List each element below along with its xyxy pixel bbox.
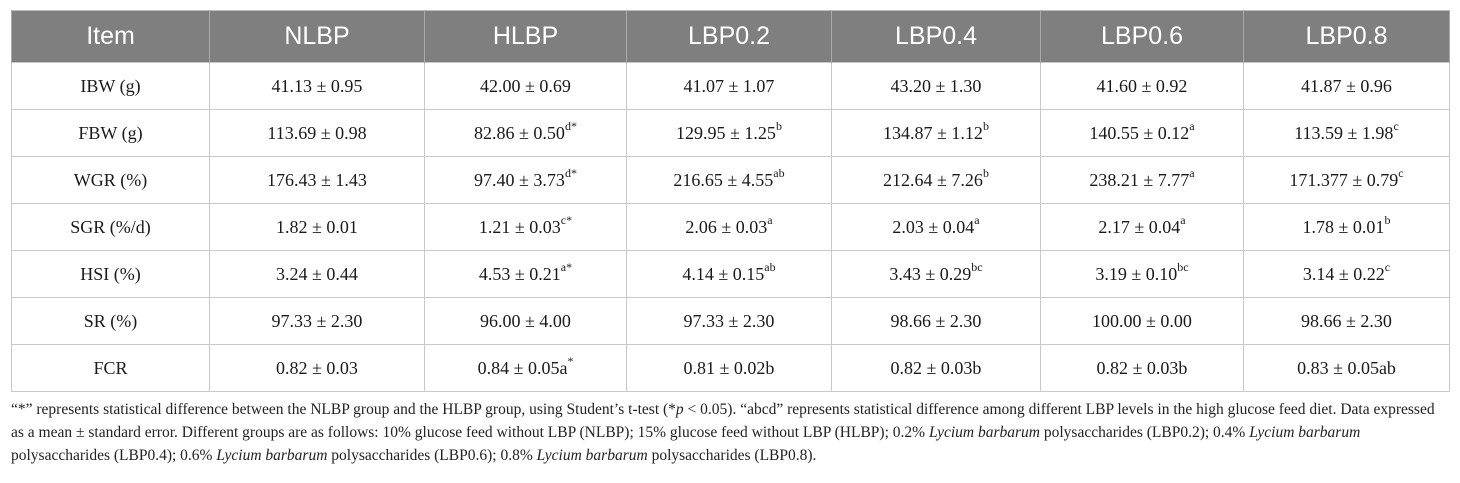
table-cell: 0.82 ± 0.03b [1040,344,1244,392]
table-row: FBW (g) 113.69 ± 0.98 82.86 ± 0.50d* 129… [11,109,1450,157]
table-cell: 3.19 ± 0.10bc [1040,250,1244,298]
table-cell: 96.00 ± 4.00 [424,297,627,345]
table-cell: 216.65 ± 4.55ab [626,156,832,204]
table-cell: 1.78 ± 0.01b [1243,203,1450,251]
table-cell: 0.84 ± 0.05a* [424,344,627,392]
table-cell: 212.64 ± 7.26b [831,156,1041,204]
table-cell: 129.95 ± 1.25b [626,109,832,157]
table-cell: 2.17 ± 0.04a [1040,203,1244,251]
table-cell: 41.13 ± 0.95 [209,62,425,110]
footnote-text: polysaccharides (LBP0.8). [647,447,817,464]
table-row: SR (%) 97.33 ± 2.30 96.00 ± 4.00 97.33 ±… [11,297,1450,345]
table-cell: 98.66 ± 2.30 [1243,297,1450,345]
table-cell: 0.81 ± 0.02b [626,344,832,392]
table-cell: 100.00 ± 0.00 [1040,297,1244,345]
species-name: Lycium barbarum [216,447,328,464]
table-header-row: Item NLBP HLBP LBP0.2 LBP0.4 LBP0.6 LBP0… [11,10,1450,63]
table-cell: 97.33 ± 2.30 [626,297,832,345]
table-cell: 0.82 ± 0.03b [831,344,1041,392]
table-cell: 98.66 ± 2.30 [831,297,1041,345]
header-lbp06: LBP0.6 [1040,10,1244,63]
results-table-container: Item NLBP HLBP LBP0.2 LBP0.4 LBP0.6 LBP0… [11,10,1450,392]
header-item: Item [11,10,210,63]
table-cell: 0.82 ± 0.03 [209,344,425,392]
table-cell: 41.07 ± 1.07 [626,62,832,110]
header-nlbp: NLBP [209,10,425,63]
table-cell: 0.83 ± 0.05ab [1243,344,1450,392]
header-hlbp: HLBP [424,10,627,63]
header-lbp02: LBP0.2 [626,10,832,63]
row-label: WGR (%) [11,156,210,204]
table-cell: 113.59 ± 1.98c [1243,109,1450,157]
table-row: SGR (%/d) 1.82 ± 0.01 1.21 ± 0.03c* 2.06… [11,203,1450,251]
row-label: IBW (g) [11,62,210,110]
table-cell: 41.60 ± 0.92 [1040,62,1244,110]
table-cell: 171.377 ± 0.79c [1243,156,1450,204]
row-label: SGR (%/d) [11,203,210,251]
table-cell: 97.33 ± 2.30 [209,297,425,345]
footnote-text: “*” represents statistical difference be… [11,401,676,418]
table-row: HSI (%) 3.24 ± 0.44 4.53 ± 0.21a* 4.14 ±… [11,250,1450,298]
table-cell: 4.14 ± 0.15ab [626,250,832,298]
table-cell: 3.14 ± 0.22c [1243,250,1450,298]
table-cell: 97.40 ± 3.73d* [424,156,627,204]
footnote-text: glucose feed diet. Data expressed as a m… [11,401,1435,441]
table-cell: 238.21 ± 7.77a [1040,156,1244,204]
table-cell: 4.53 ± 0.21a* [424,250,627,298]
table-cell: 3.24 ± 0.44 [209,250,425,298]
growth-performance-table: Item NLBP HLBP LBP0.2 LBP0.4 LBP0.6 LBP0… [11,10,1450,392]
table-footnote: “*” represents statistical difference be… [11,398,1451,467]
row-label: FCR [11,344,210,392]
table-cell: 113.69 ± 0.98 [209,109,425,157]
table-cell: 43.20 ± 1.30 [831,62,1041,110]
table-cell: 1.82 ± 0.01 [209,203,425,251]
table-cell: 42.00 ± 0.69 [424,62,627,110]
table-row: WGR (%) 176.43 ± 1.43 97.40 ± 3.73d* 216… [11,156,1450,204]
footnote-text: polysaccharides (LBP0.4); 0.6% [11,447,217,464]
table-cell: 2.06 ± 0.03a [626,203,832,251]
footnote-text: polysaccharides (LBP0.6); 0.8% [327,447,537,464]
table-cell: 140.55 ± 0.12a [1040,109,1244,157]
species-name: Lycium barbarum [1249,424,1361,441]
table-cell: 1.21 ± 0.03c* [424,203,627,251]
table-body: IBW (g) 41.13 ± 0.95 42.00 ± 0.69 41.07 … [11,62,1450,392]
table-cell: 2.03 ± 0.04a [831,203,1041,251]
footnote-p: p [675,401,684,418]
table-cell: 41.87 ± 0.96 [1243,62,1450,110]
footnote-text: polysaccharides (LBP0.2); 0.4% [1040,424,1250,441]
row-label: FBW (g) [11,109,210,157]
row-label: HSI (%) [11,250,210,298]
species-name: Lycium barbarum [928,424,1040,441]
table-row: FCR 0.82 ± 0.03 0.84 ± 0.05a* 0.81 ± 0.0… [11,344,1450,392]
header-lbp04: LBP0.4 [831,10,1041,63]
table-cell: 3.43 ± 0.29bc [831,250,1041,298]
header-lbp08: LBP0.8 [1243,10,1450,63]
table-cell: 134.87 ± 1.12b [831,109,1041,157]
table-row: IBW (g) 41.13 ± 0.95 42.00 ± 0.69 41.07 … [11,62,1450,110]
table-cell: 176.43 ± 1.43 [209,156,425,204]
table-cell: 82.86 ± 0.50d* [424,109,627,157]
species-name: Lycium barbarum [536,447,648,464]
row-label: SR (%) [11,297,210,345]
footnote-text: < 0.05). “abcd” represents statistical d… [683,401,1224,418]
